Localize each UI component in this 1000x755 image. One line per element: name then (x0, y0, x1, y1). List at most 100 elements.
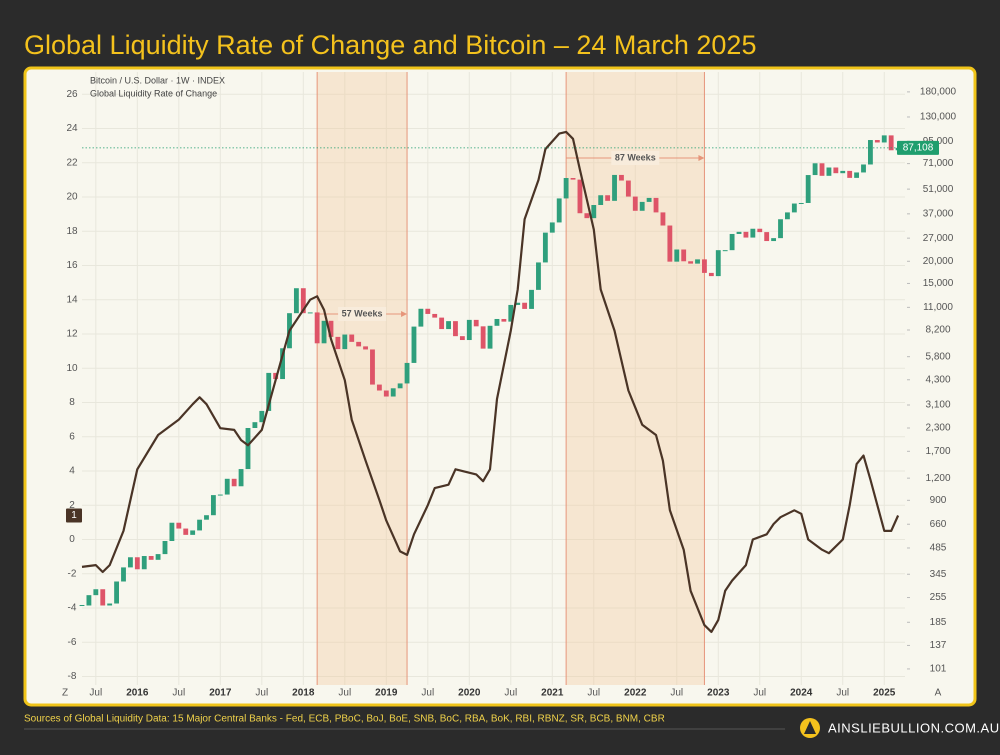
candle (688, 261, 694, 264)
y2-tick-label: 137 (930, 640, 947, 651)
candle (169, 522, 175, 541)
candle (632, 196, 638, 211)
candle (342, 334, 348, 350)
candle (328, 320, 334, 337)
candle (529, 289, 534, 309)
candle (376, 384, 382, 391)
x-tick-label: Jul (670, 688, 683, 699)
candle (577, 179, 583, 214)
candle (847, 170, 853, 178)
candle (93, 589, 99, 596)
x-tick-label: 2019 (375, 688, 398, 699)
candle (197, 519, 202, 531)
candle (335, 336, 341, 350)
y-tick-label: 26 (66, 89, 78, 100)
y2-tick-label: 255 (930, 592, 947, 603)
y2-tick-label: 51,000 (923, 184, 954, 195)
corner-label: A (935, 688, 942, 699)
candle (141, 556, 147, 570)
y-tick-label: 18 (66, 226, 78, 237)
y2-tick-label: 185 (930, 617, 947, 628)
candle (224, 478, 230, 495)
candle (231, 478, 237, 487)
candle (183, 528, 189, 535)
x-tick-label: Jul (421, 688, 434, 699)
candle (487, 325, 493, 349)
candle (736, 231, 742, 234)
candle (584, 213, 590, 219)
candle (307, 312, 313, 314)
candle (494, 318, 500, 326)
y-tick-label: 8 (69, 397, 75, 408)
brand-name: AINSLIEBULLION.COM.AU (828, 720, 1000, 735)
candle (162, 540, 168, 555)
y2-tick-label: 8,200 (925, 325, 950, 336)
candle (321, 320, 327, 344)
candle (127, 557, 133, 568)
y-tick-label: 14 (66, 294, 78, 305)
candle (833, 167, 839, 174)
candle (785, 212, 790, 220)
candle (190, 530, 196, 535)
y2-tick-label: 71,000 (923, 158, 954, 169)
x-tick-label: 2021 (541, 688, 564, 699)
candle (861, 164, 866, 173)
price-label-bg (897, 140, 939, 155)
y-tick-label: 22 (66, 157, 78, 168)
candle (446, 321, 451, 330)
x-tick-label: 2024 (790, 688, 813, 699)
y2-tick-label: 130,000 (920, 112, 957, 123)
candle (674, 249, 680, 262)
candle (542, 232, 548, 263)
y2-tick-label: 15,000 (923, 278, 954, 289)
candle (155, 554, 161, 560)
candle (100, 589, 106, 606)
candle (667, 225, 673, 262)
chart-title: Global Liquidity Rate of Change and Bitc… (24, 30, 756, 60)
candle (646, 197, 652, 202)
candle (854, 172, 860, 178)
y2-tick-label: 3,100 (925, 400, 950, 411)
candle (840, 170, 846, 174)
span-arrowhead (698, 155, 705, 161)
span-label: 57 Weeks (342, 308, 383, 318)
candle (819, 163, 825, 176)
candle (204, 515, 209, 520)
candle (653, 197, 659, 213)
candle (425, 308, 431, 314)
candle (625, 180, 631, 197)
candle (805, 175, 811, 203)
y-tick-label: 12 (66, 329, 78, 340)
candle (639, 201, 645, 211)
brand-logo-mark (804, 721, 816, 734)
candle (605, 195, 611, 201)
y2-tick-label: 20,000 (923, 256, 954, 267)
candle (86, 595, 92, 606)
candle (764, 232, 770, 242)
candle (134, 557, 140, 570)
span-arrowhead (401, 311, 408, 317)
candle (370, 349, 375, 385)
x-tick-label: Jul (89, 688, 102, 699)
current-marker-label: 1 (71, 510, 77, 521)
candle (591, 205, 597, 219)
candle (619, 174, 624, 181)
y2-tick-label: 5,800 (925, 351, 950, 362)
y-tick-label: 2 (69, 500, 75, 511)
candle (695, 259, 700, 264)
candle (148, 556, 154, 560)
candle (660, 212, 666, 226)
candle (439, 317, 445, 330)
candle (881, 135, 887, 143)
x-tick-label: Jul (255, 688, 268, 699)
candle (397, 383, 403, 389)
y-tick-label: -8 (68, 671, 77, 682)
candle (501, 318, 507, 322)
candle (549, 222, 555, 233)
candle (757, 228, 763, 233)
candle (252, 422, 258, 428)
x-tick-label: Jul (504, 688, 517, 699)
candle (217, 494, 223, 496)
candle (598, 195, 604, 206)
